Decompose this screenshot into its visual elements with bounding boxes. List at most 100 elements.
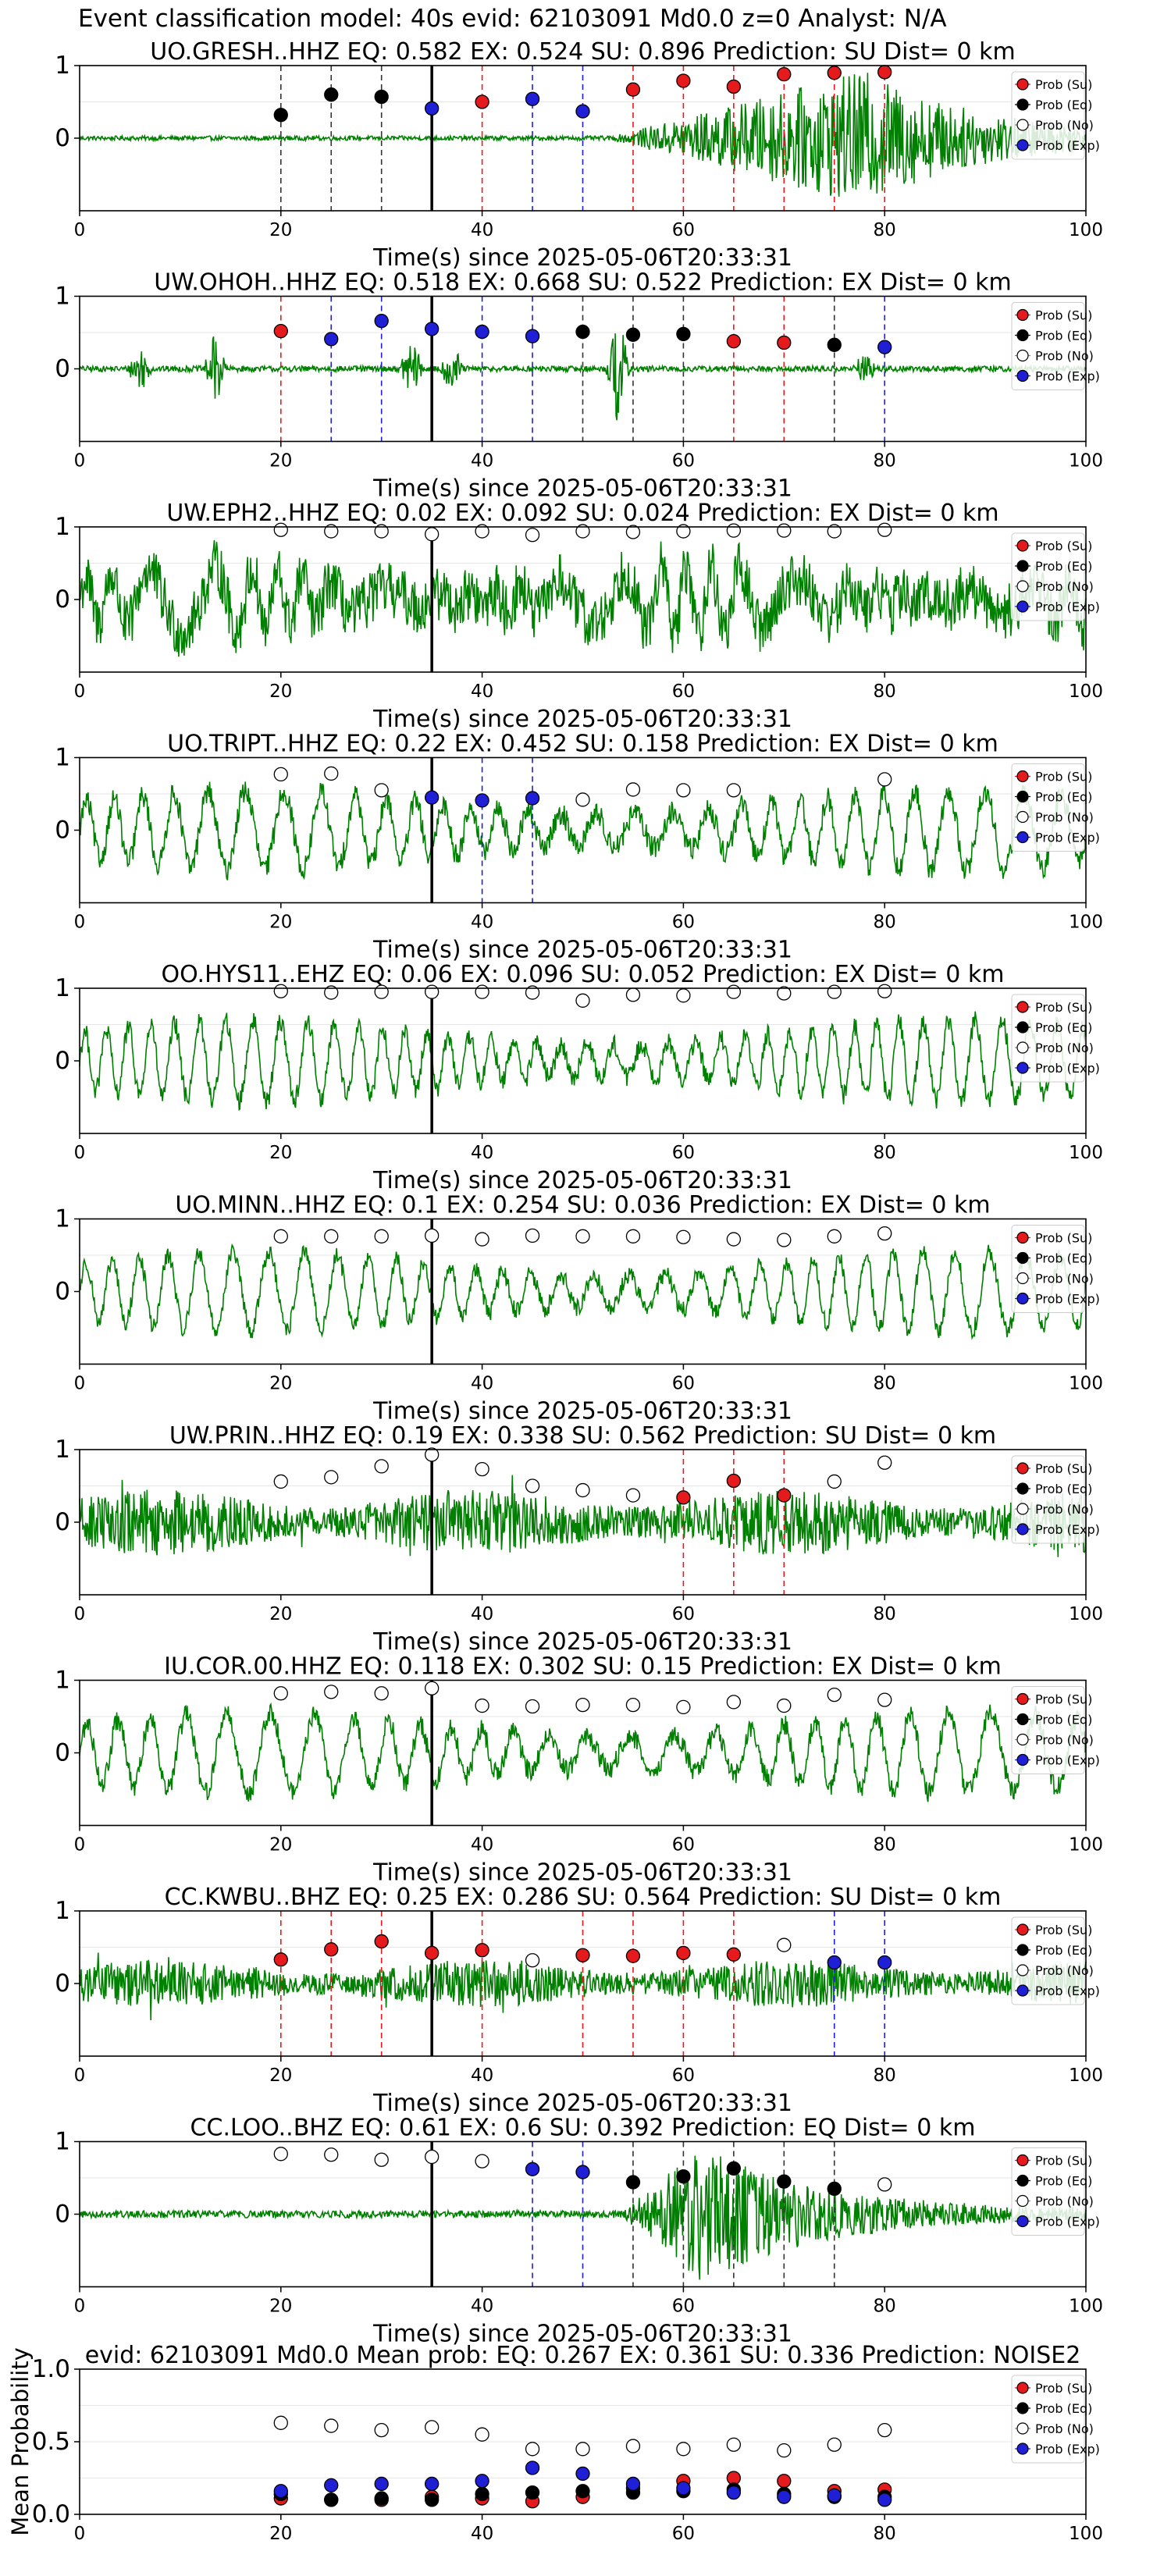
legend-marker-su [1016, 1923, 1029, 1936]
mean-prob-marker-eq [525, 2485, 540, 2500]
prob-marker-exp [374, 313, 389, 329]
legend: Prob (Su) Prob (Eq) Prob (No) Prob (Exp) [1011, 1455, 1100, 1544]
legend-marker-su [1016, 539, 1029, 552]
legend-label: Prob (Su) [1035, 1231, 1092, 1246]
prob-marker-no [525, 1953, 540, 1968]
prob-marker-no [324, 2147, 339, 2162]
mean-prob-marker-no [374, 2422, 389, 2438]
prob-marker-no [273, 984, 288, 998]
prob-marker-exp [525, 329, 540, 343]
legend-label: Prob (Su) [1035, 1000, 1092, 1015]
y-tick-label: 1 [55, 974, 70, 1002]
prob-marker-eq [726, 2161, 741, 2176]
x-tick-label: 0 [74, 2065, 86, 2086]
subplot-title: CC.KWBU..BHZ EQ: 0.25 EX: 0.286 SU: 0.56… [165, 1884, 1002, 1911]
legend: Prob (Su) Prob (Eq) Prob (No) Prob (Exp) [1011, 2147, 1100, 2236]
x-tick-label: 40 [471, 2524, 493, 2544]
legend-label: Prob (Exp) [1035, 1984, 1100, 1998]
legend-marker-exp [1016, 2443, 1029, 2455]
subplot-8: IU.COR.00.HHZ EQ: 0.118 EX: 0.302 SU: 0.… [55, 1653, 1103, 1887]
legend-label: Prob (Exp) [1035, 831, 1100, 845]
prob-marker-no [877, 772, 892, 787]
x-tick-label: 20 [269, 2524, 292, 2544]
prob-marker-su [374, 1934, 389, 1949]
waveform-trace [79, 539, 1087, 657]
legend-label: Prob (Exp) [1035, 1292, 1100, 1307]
y-tick-label: 0 [55, 1278, 70, 1306]
legend-marker-su [1016, 1231, 1029, 1244]
prob-marker-su [625, 82, 641, 97]
prob-marker-no [525, 1228, 540, 1244]
legend-marker-eq [1016, 329, 1029, 342]
prob-marker-no [625, 1229, 641, 1244]
mean-prob-marker-exp [575, 2466, 590, 2482]
legend-label: Prob (Eq) [1035, 790, 1092, 805]
prob-marker-no [877, 2177, 892, 2192]
prob-marker-no [475, 2154, 489, 2169]
prob-marker-no [273, 1229, 288, 1244]
prob-marker-no [877, 1226, 892, 1241]
y-tick-label: 0.0 [32, 2500, 70, 2528]
waveform-trace [79, 333, 1087, 421]
prob-marker-no [726, 523, 741, 538]
x-tick-label: 0 [74, 220, 86, 240]
x-tick-label: 80 [874, 2297, 896, 2317]
mean-prob-marker-exp [273, 2484, 288, 2499]
mean-prob-marker-exp [877, 2492, 892, 2507]
x-axis-label: Time(s) since 2025-05-06T20:33:31 [372, 244, 792, 272]
mean-prob-marker-exp [374, 2476, 389, 2492]
legend-label: Prob (Exp) [1035, 600, 1100, 614]
prob-marker-eq [575, 324, 590, 340]
legend-label: Prob (Eq) [1035, 1713, 1092, 1727]
legend-label: Prob (Exp) [1035, 2442, 1100, 2457]
mean-prob-marker-exp [726, 2485, 741, 2500]
prob-marker-eq [827, 337, 842, 352]
prob-marker-exp [425, 790, 440, 805]
legend-label: Prob (No) [1035, 118, 1094, 133]
x-tick-label: 60 [672, 220, 695, 240]
prob-marker-su [273, 1952, 288, 1967]
legend-box [1011, 1686, 1085, 1774]
legend-label: Prob (Su) [1035, 308, 1092, 323]
y-tick-label: 0 [55, 355, 70, 383]
subplot-title: UO.TRIPT..HHZ EQ: 0.22 EX: 0.452 SU: 0.1… [167, 731, 998, 758]
legend-marker-no [1016, 349, 1029, 362]
waveform-trace [80, 1243, 1087, 1340]
x-axis-label: Time(s) since 2025-05-06T20:33:31 [372, 1628, 792, 1656]
legend-label: Prob (No) [1035, 1502, 1094, 1517]
legend-marker-no [1016, 119, 1029, 131]
prob-marker-no [777, 986, 792, 1001]
x-tick-label: 60 [672, 2297, 695, 2317]
prob-marker-no [374, 984, 389, 999]
x-tick-label: 0 [74, 2524, 86, 2544]
legend-marker-no [1016, 2422, 1029, 2435]
prob-marker-exp [425, 322, 440, 336]
prob-marker-eq [324, 87, 339, 102]
legend-marker-no [1016, 2194, 1029, 2208]
prob-marker-no [324, 524, 339, 539]
prob-marker-no [777, 1698, 792, 1713]
legend-box [1011, 1455, 1085, 1544]
prob-marker-su [324, 1942, 339, 1957]
prob-marker-su [827, 66, 842, 80]
prob-marker-no [827, 1229, 842, 1244]
legend-label: Prob (No) [1035, 349, 1094, 364]
legend-marker-exp [1016, 600, 1029, 613]
legend-marker-eq [1016, 2174, 1029, 2187]
mean-prob-marker-no [425, 2420, 440, 2435]
legend-label: Prob (Su) [1035, 539, 1092, 553]
x-tick-label: 100 [1069, 2065, 1103, 2086]
x-tick-label: 80 [874, 1374, 896, 1394]
mean-prob-marker-no [877, 2422, 892, 2438]
x-tick-label: 0 [74, 1374, 86, 1394]
x-tick-label: 20 [269, 2065, 292, 2086]
x-tick-label: 20 [269, 451, 292, 471]
mean-prob-marker-su [777, 2474, 792, 2489]
subplot-title: UW.EPH2..HHZ EQ: 0.02 EX: 0.092 SU: 0.02… [166, 500, 998, 527]
prob-marker-su [726, 334, 741, 349]
legend-marker-eq [1016, 1021, 1029, 1034]
x-tick-label: 100 [1069, 681, 1103, 702]
prob-marker-no [877, 984, 892, 998]
prob-marker-no [726, 1695, 741, 1710]
prob-marker-eq [625, 327, 641, 342]
